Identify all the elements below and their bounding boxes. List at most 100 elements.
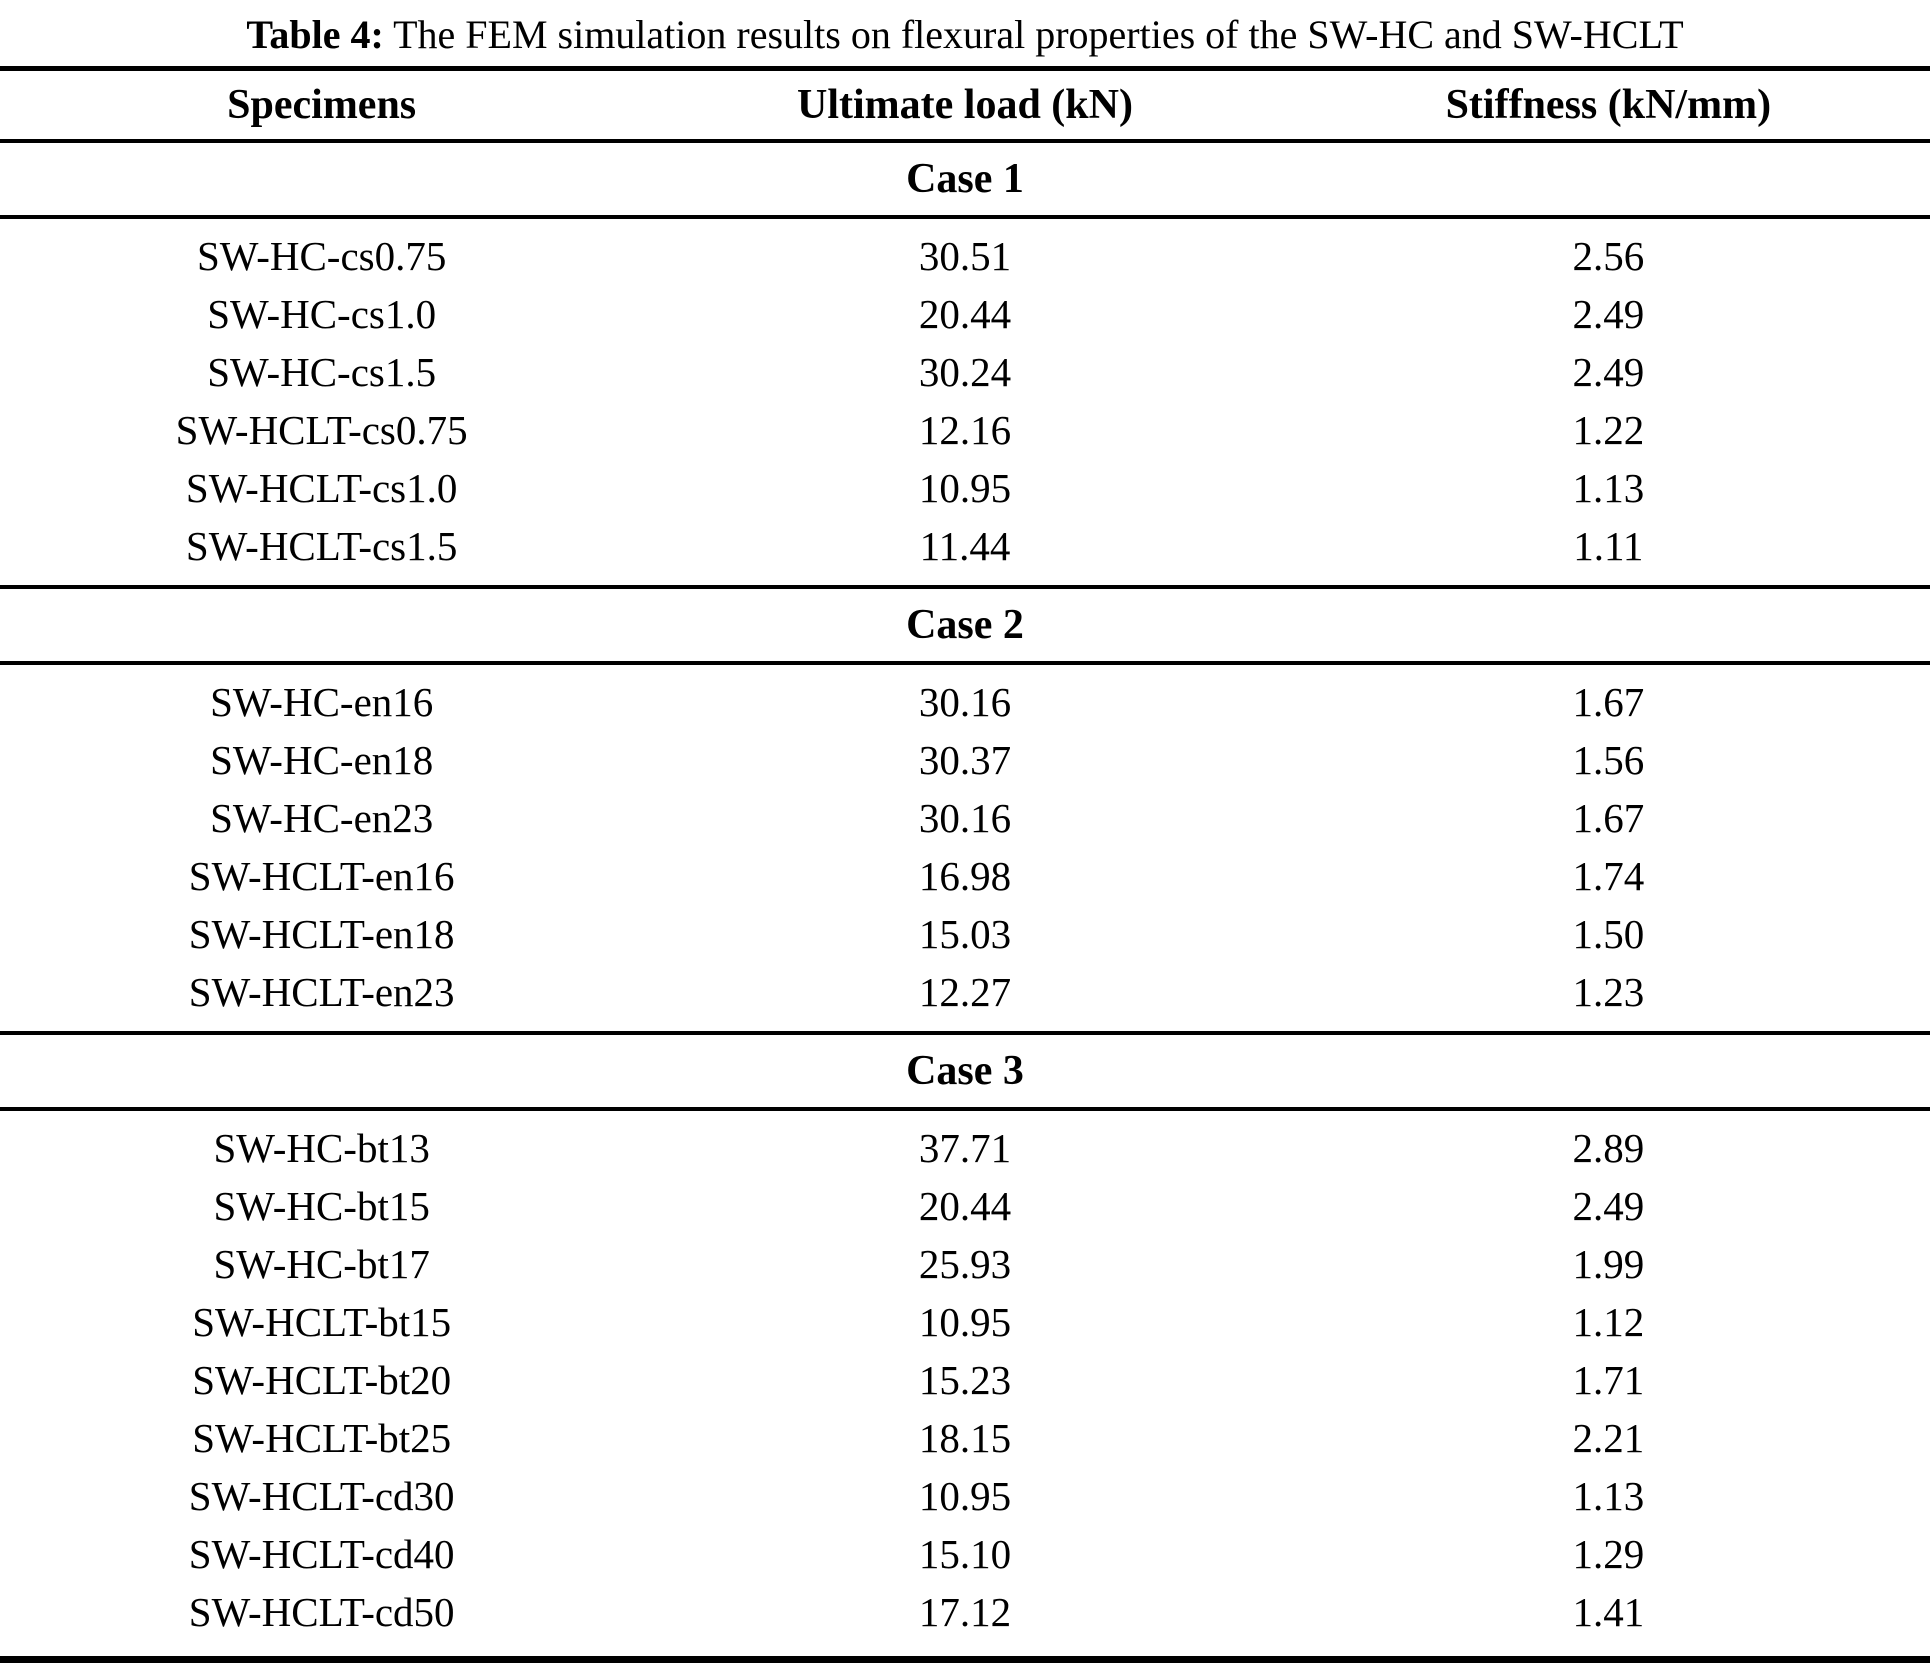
table-caption: Table 4: The FEM simulation results on f… [0, 0, 1930, 66]
stiffness-cell: 1.22 [1572, 407, 1645, 454]
stiffness-cell: 2.49 [1572, 1183, 1645, 1230]
table-row: SW-HCLT-bt15 10.95 1.12 [0, 1294, 1930, 1352]
table-row: SW-HC-bt13 37.71 2.89 [0, 1120, 1930, 1178]
specimen-cell: SW-HC-cs1.0 [207, 291, 437, 338]
case-section: SW-HC-cs0.75 30.51 2.56 SW-HC-cs1.0 20.44 2.4… [0, 219, 1930, 585]
stiffness-cell: 1.12 [1572, 1299, 1645, 1346]
specimen-cell: SW-HCLT-bt25 [192, 1415, 452, 1462]
table-row: SW-HCLT-cd30 10.95 1.13 [0, 1468, 1930, 1526]
table-bottom-rule [0, 1656, 1930, 1663]
table-row: SW-HC-bt15 20.44 2.49 [0, 1178, 1930, 1236]
table-row: SW-HC-en23 30.16 1.67 [0, 790, 1930, 848]
ultimate-load-cell: 30.24 [918, 349, 1012, 396]
case-heading-rule [0, 1107, 1930, 1111]
table-row: SW-HC-en18 30.37 1.56 [0, 732, 1930, 790]
specimen-cell: SW-HCLT-cs1.5 [185, 523, 458, 570]
ultimate-load-cell: 10.95 [918, 1473, 1012, 1520]
ultimate-load-cell: 11.44 [919, 523, 1011, 570]
stiffness-cell: 1.13 [1572, 1473, 1645, 1520]
ultimate-load-cell: 15.03 [918, 911, 1012, 958]
table-row: SW-HCLT-cd40 15.10 1.29 [0, 1526, 1930, 1584]
table-row: SW-HCLT-cs1.0 10.95 1.13 [0, 460, 1930, 518]
table-row: SW-HCLT-cs1.5 11.44 1.11 [0, 518, 1930, 576]
stiffness-cell: 2.89 [1572, 1125, 1645, 1172]
table-row: SW-HCLT-en16 16.98 1.74 [0, 848, 1930, 906]
table-row: SW-HCLT-bt25 18.15 2.21 [0, 1410, 1930, 1468]
stiffness-cell: 1.29 [1572, 1531, 1645, 1578]
case-section: SW-HC-en16 30.16 1.67 SW-HC-en18 30.37 1.56 SW… [0, 665, 1930, 1031]
specimen-cell: SW-HCLT-cd30 [188, 1473, 455, 1520]
specimen-cell: SW-HCLT-cd40 [188, 1531, 455, 1578]
stiffness-cell: 1.13 [1572, 465, 1645, 512]
stiffness-cell: 1.67 [1572, 679, 1645, 726]
caption-text: The FEM simulation results on flexural p… [383, 11, 1684, 57]
specimen-cell: SW-HC-bt15 [213, 1183, 430, 1230]
table-row: SW-HC-cs0.75 30.51 2.56 [0, 228, 1930, 286]
table-top-rule [0, 66, 1930, 71]
table-row: SW-HC-en16 30.16 1.67 [0, 674, 1930, 732]
stiffness-cell: 1.50 [1572, 911, 1645, 958]
case-section: SW-HC-bt13 37.71 2.89 SW-HC-bt15 20.44 2.49 SW… [0, 1111, 1930, 1656]
specimen-cell: SW-HC-cs1.5 [207, 349, 437, 396]
case-heading-rule [0, 215, 1930, 219]
specimen-cell: SW-HCLT-cd50 [188, 1589, 455, 1636]
ultimate-load-cell: 30.16 [918, 679, 1012, 726]
table-row: SW-HC-cs1.0 20.44 2.49 [0, 286, 1930, 344]
table-row: SW-HCLT-en23 12.27 1.23 [0, 964, 1930, 1022]
ultimate-load-cell: 20.44 [918, 291, 1012, 338]
ultimate-load-cell: 25.93 [918, 1241, 1012, 1288]
stiffness-cell: 1.41 [1572, 1589, 1645, 1636]
ultimate-load-cell: 20.44 [918, 1183, 1012, 1230]
stiffness-cell: 2.21 [1572, 1415, 1645, 1462]
table-row: SW-HCLT-cd50 17.12 1.41 [0, 1584, 1930, 1642]
table-row: SW-HC-bt17 25.93 1.99 [0, 1236, 1930, 1294]
ultimate-load-cell: 37.71 [918, 1125, 1012, 1172]
header-rule [0, 139, 1930, 143]
stiffness-cell: 1.99 [1572, 1241, 1645, 1288]
table-header-row: Specimens Ultimate load (kN) Stiffness (… [0, 71, 1930, 139]
specimen-cell: SW-HC-en16 [210, 679, 434, 726]
specimen-cell: SW-HC-cs0.75 [196, 233, 447, 280]
ultimate-load-cell: 30.16 [918, 795, 1012, 842]
ultimate-load-cell: 16.98 [918, 853, 1012, 900]
stiffness-cell: 2.56 [1572, 233, 1645, 280]
ultimate-load-cell: 10.95 [918, 1299, 1012, 1346]
ultimate-load-cell: 15.10 [918, 1531, 1012, 1578]
specimen-cell: SW-HCLT-cs0.75 [175, 407, 468, 454]
specimen-cell: SW-HCLT-en16 [188, 853, 455, 900]
stiffness-cell: 1.56 [1572, 737, 1645, 784]
specimen-cell: SW-HC-en23 [210, 795, 434, 842]
ultimate-load-cell: 12.16 [918, 407, 1012, 454]
specimen-cell: SW-HC-en18 [210, 737, 434, 784]
ultimate-load-cell: 30.51 [918, 233, 1012, 280]
case-heading: Case 1 [906, 156, 1024, 202]
stiffness-cell: 2.49 [1572, 349, 1645, 396]
specimen-cell: SW-HCLT-cs1.0 [185, 465, 458, 512]
specimen-cell: SW-HCLT-bt20 [192, 1357, 452, 1404]
caption-label: Table 4: [246, 11, 384, 57]
ultimate-load-cell: 30.37 [918, 737, 1012, 784]
ultimate-load-cell: 10.95 [918, 465, 1012, 512]
specimen-cell: SW-HCLT-en18 [188, 911, 455, 958]
stiffness-cell: 1.71 [1572, 1357, 1645, 1404]
specimen-cell: SW-HC-bt17 [213, 1241, 430, 1288]
case-heading: Case 3 [906, 1048, 1024, 1094]
table-row: SW-HC-cs1.5 30.24 2.49 [0, 344, 1930, 402]
column-header-specimens: Specimens [227, 81, 417, 128]
stiffness-cell: 1.67 [1572, 795, 1645, 842]
ultimate-load-cell: 17.12 [918, 1589, 1012, 1636]
stiffness-cell: 1.23 [1572, 969, 1645, 1016]
ultimate-load-cell: 15.23 [918, 1357, 1012, 1404]
ultimate-load-cell: 18.15 [918, 1415, 1012, 1462]
case-heading-rule [0, 661, 1930, 665]
table-row: SW-HCLT-bt20 15.23 1.71 [0, 1352, 1930, 1410]
specimen-cell: SW-HC-bt13 [213, 1125, 430, 1172]
case-heading: Case 2 [906, 602, 1024, 648]
table-body: Case 1 SW-HC-cs0.75 30.51 2.56 SW-HC-cs1.0 20… [0, 143, 1930, 1656]
specimen-cell: SW-HCLT-bt15 [192, 1299, 452, 1346]
table-row: SW-HCLT-cs0.75 12.16 1.22 [0, 402, 1930, 460]
stiffness-cell: 1.11 [1573, 523, 1644, 570]
section-divider-rule [0, 585, 1930, 589]
stiffness-cell: 2.49 [1572, 291, 1645, 338]
